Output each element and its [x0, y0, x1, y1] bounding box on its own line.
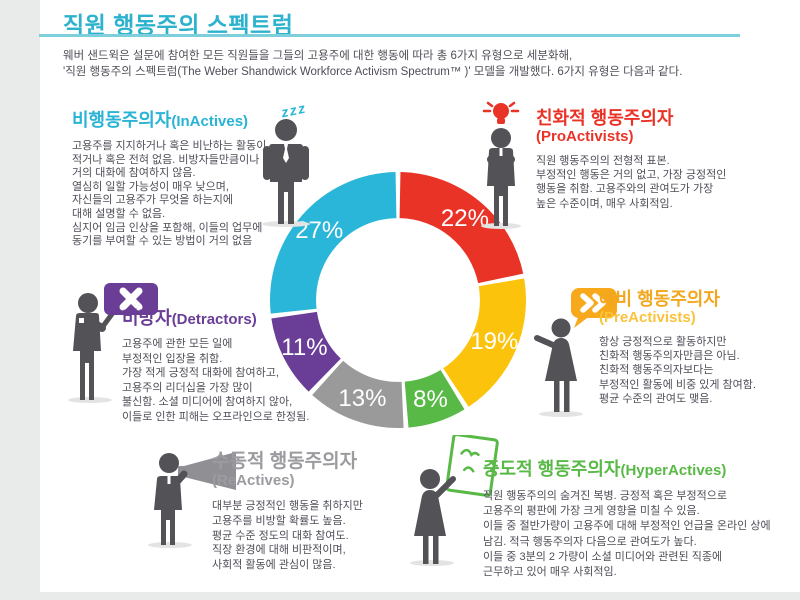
megaphone-person-icon — [148, 450, 243, 555]
detractor-x-sign-icon — [68, 281, 173, 411]
donut-label-preactivists: 19% — [470, 327, 519, 355]
donut-label-inactives: 27% — [295, 216, 344, 244]
section-proactivists-title: 친화적 행동주의자 (ProActivists) — [536, 108, 674, 145]
section-detractors-desc: 고용주에 관한 모든 일에 부정적인 입장을 취함. 가장 적게 긍정적 대화에… — [122, 338, 310, 423]
section-proactivists: 친화적 행동주의자 (ProActivists) 직원 행동주의의 전형적 표본.… — [536, 108, 771, 211]
title-underline — [39, 34, 740, 37]
lightbulb-person-icon — [477, 100, 525, 235]
section-reactives: 수동적 행동주의자 (ReActives) 대부분 긍정적인 행동을 취하지만 고… — [212, 452, 447, 573]
section-preactivists-desc: 항상 긍정적으로 활동하지만 친화적 행동주의자만큼은 아님. 친화적 행동주의… — [599, 336, 756, 405]
section-reactives-desc: 대부분 긍정적인 행동을 취하지만 고용주를 비방할 확률도 높음. 평균 수준… — [212, 500, 363, 572]
donut-segment-reactives — [312, 360, 404, 428]
section-inactives: 비행동주의자(InActives) 고용주를 지지하거나 혹은 비난하는 활동이… — [72, 110, 317, 249]
section-preactivists-title: 예비 행동주의자 (PreActivists) — [599, 289, 720, 326]
section-hyperactives-desc: 직원 행동주의의 숨겨진 복병. 긍정적 혹은 부정적으로 고용주의 평판에 가… — [483, 490, 771, 579]
sleeping-businessman-icon — [256, 118, 320, 233]
section-proactivists-desc: 직원 행동주의의 전형적 표본. 부정적인 행동은 거의 없고, 가장 긍정적인… — [536, 155, 727, 210]
donut-chart: 22% 19% 8% 13% 11% 27% — [268, 170, 528, 430]
page-margin-left — [0, 0, 40, 600]
section-hyperactives-title: 중도적 행동주의자(HyperActives) — [483, 459, 727, 479]
page-margin-bottom — [0, 592, 800, 600]
section-reactives-title: 수동적 행동주의자 (ReActives) — [212, 451, 358, 490]
section-inactives-title: 비행동주의자(InActives) — [72, 110, 249, 130]
section-detractors-title: 비방자(Detractors) — [122, 308, 257, 328]
donut-svg — [270, 172, 526, 428]
donut-segment-preactivists — [443, 278, 526, 407]
speech-bubble-woman-icon — [533, 288, 623, 427]
donut-segment-inactives — [270, 172, 397, 314]
donut-label-detractors: 11% — [281, 333, 328, 361]
donut-segment-hyperactives — [404, 369, 465, 428]
intro-line-2: '직원 행동주의 스펙트럼(The Weber Shandwick Workfo… — [63, 66, 683, 78]
donut-label-reactives: 13% — [338, 384, 387, 412]
section-inactives-desc: 고용주를 지지하거나 혹은 비난하는 활동이 적거나 혹은 전혀 없음. 비방자… — [72, 140, 267, 248]
donut-label-proactivists: 22% — [440, 205, 489, 233]
section-preactivists: 예비 행동주의자 (PreActivists) 항상 긍정적으로 활동하지만 친화… — [599, 289, 799, 406]
intro-text: 웨버 샌드윅은 설문에 참여한 모든 직원들을 그들의 고용주에 대한 행동에 … — [63, 48, 682, 80]
flag-woman-icon — [410, 433, 505, 572]
donut-label-hyperactives: 8% — [413, 385, 448, 413]
donut-segment-detractors — [271, 311, 341, 392]
donut-segment-proactivists — [399, 172, 524, 284]
page-title: 직원 행동주의 스펙트럼 — [63, 12, 294, 38]
section-detractors: 비방자(Detractors) 고용주에 관한 모든 일에 부정적인 입장을 취… — [122, 308, 367, 425]
intro-line-1: 웨버 샌드윅은 설문에 참여한 모든 직원들을 그들의 고용주에 대한 행동에 … — [63, 50, 573, 62]
section-hyperactives: 중도적 행동주의자(HyperActives) 직원 행동주의의 숨겨진 복병.… — [483, 459, 798, 580]
